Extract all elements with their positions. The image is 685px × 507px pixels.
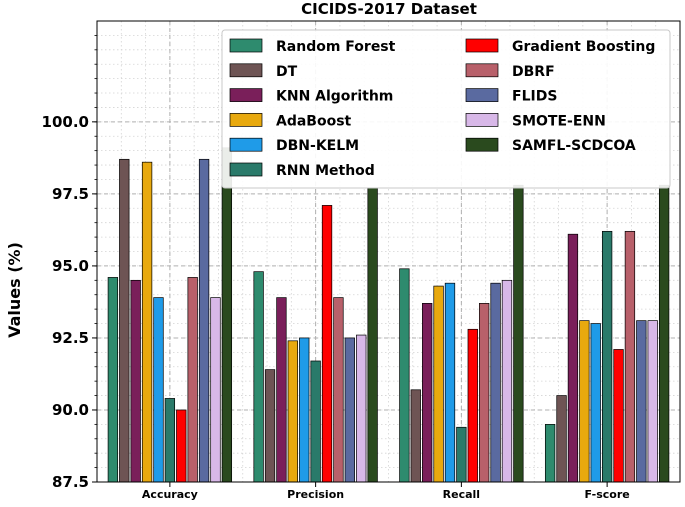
bar-smote-enn-f-score: [647, 320, 658, 483]
bar-adaboost-accuracy: [141, 161, 153, 483]
bar-knn-algorithm-precision: [276, 297, 287, 483]
bar-gradient-boosting-f-score: [613, 349, 624, 483]
legend-label: AdaBoost: [276, 113, 352, 129]
legend-swatch: [465, 38, 499, 53]
legend-label: FLIDS: [512, 89, 557, 105]
x-tick-label-precision: Precision: [287, 488, 344, 501]
legend-swatch: [465, 113, 499, 127]
bar-random-forest-f-score: [544, 424, 556, 483]
y-tick-label: 92.5: [52, 329, 89, 347]
bar-dt-recall: [410, 389, 421, 483]
legend-label: SMOTE-ENN: [512, 113, 606, 129]
legend-label: KNN Algorithm: [276, 89, 393, 105]
legend-swatch: [229, 63, 263, 78]
legend-label: Random Forest: [276, 39, 396, 55]
legend-label: DBRF: [512, 64, 555, 80]
bar-rnn-method-precision: [310, 360, 321, 483]
bar-adaboost-f-score: [579, 320, 590, 483]
bar-flids-precision: [344, 337, 355, 483]
legend-swatch: [229, 137, 263, 152]
bar-rnn-method-accuracy: [164, 398, 176, 483]
legend-swatch: [229, 88, 263, 102]
bar-dbrf-accuracy: [187, 277, 198, 483]
legend-swatch: [229, 162, 263, 177]
bar-flids-f-score: [636, 320, 647, 483]
bar-dbrf-f-score: [624, 230, 636, 483]
bar-rnn-method-f-score: [601, 230, 613, 483]
legend-swatch: [465, 63, 499, 78]
chart-title: CICIDS-2017 Dataset: [301, 0, 477, 18]
bar-random-forest-precision: [253, 271, 264, 483]
bar-adaboost-precision: [287, 340, 298, 483]
bar-smote-enn-accuracy: [210, 297, 221, 483]
y-axis-label: Values (%): [5, 242, 24, 338]
bars: [107, 147, 670, 483]
bar-flids-recall: [490, 282, 501, 483]
bar-gradient-boosting-recall: [467, 328, 478, 483]
bar-smote-enn-precision: [356, 334, 367, 483]
bar-knn-algorithm-f-score: [567, 233, 579, 483]
bar-dbn-kelm-precision: [299, 337, 310, 483]
y-tick-label: 100.0: [42, 113, 89, 131]
legend-swatch: [229, 38, 263, 53]
y-tick-label: 90.0: [52, 401, 89, 419]
bar-samfl-scdcoa-recall: [513, 184, 524, 483]
bar-dbn-kelm-recall: [444, 282, 456, 483]
bar-samfl-scdcoa-f-score: [658, 184, 670, 483]
x-tick-label-recall: Recall: [443, 488, 480, 501]
legend-swatch: [229, 113, 263, 127]
legend-label: Gradient Boosting: [512, 39, 655, 55]
legend-box: [221, 29, 671, 189]
y-tick-label: 87.5: [52, 473, 89, 491]
bar-dbn-kelm-f-score: [590, 323, 601, 483]
bar-samfl-scdcoa-accuracy: [221, 147, 233, 483]
bar-random-forest-recall: [399, 268, 410, 483]
bar-samfl-scdcoa-precision: [367, 187, 378, 483]
bar-smote-enn-recall: [501, 279, 513, 483]
bar-gradient-boosting-precision: [321, 205, 333, 483]
y-tick-label: 97.5: [52, 185, 89, 203]
bar-dbn-kelm-accuracy: [153, 297, 164, 483]
legend: Random Forest DT KNN Algorithm AdaBoost DBN-…: [221, 29, 671, 189]
bar-knn-algorithm-accuracy: [130, 279, 141, 483]
bar-dt-accuracy: [119, 158, 130, 483]
bar-dbrf-precision: [333, 297, 344, 483]
bar-knn-algorithm-recall: [422, 303, 433, 483]
bar-flids-accuracy: [198, 158, 210, 483]
legend-label: RNN Method: [276, 163, 375, 179]
legend-label: DT: [276, 64, 298, 80]
bar-random-forest-accuracy: [107, 277, 119, 483]
legend-swatch: [465, 137, 499, 152]
bar-dt-precision: [264, 369, 276, 483]
x-tick-label-accuracy: Accuracy: [142, 488, 198, 501]
y-tick-label: 95.0: [52, 257, 89, 275]
legend-swatch: [465, 88, 499, 102]
bar-adaboost-recall: [433, 285, 444, 483]
bar-dt-f-score: [556, 395, 567, 483]
bar-dbrf-recall: [479, 303, 490, 483]
legend-label: SAMFL-SCDCOA: [512, 138, 636, 154]
bar-rnn-method-recall: [456, 426, 467, 483]
axes: 87.5 90.0 92.5 95.0 97.5 100.0 Accuracy Precisi…: [42, 20, 681, 501]
x-tick-label-f-score: F-score: [584, 488, 629, 501]
legend-label: DBN-KELM: [276, 138, 359, 154]
bar-gradient-boosting-accuracy: [176, 409, 187, 483]
